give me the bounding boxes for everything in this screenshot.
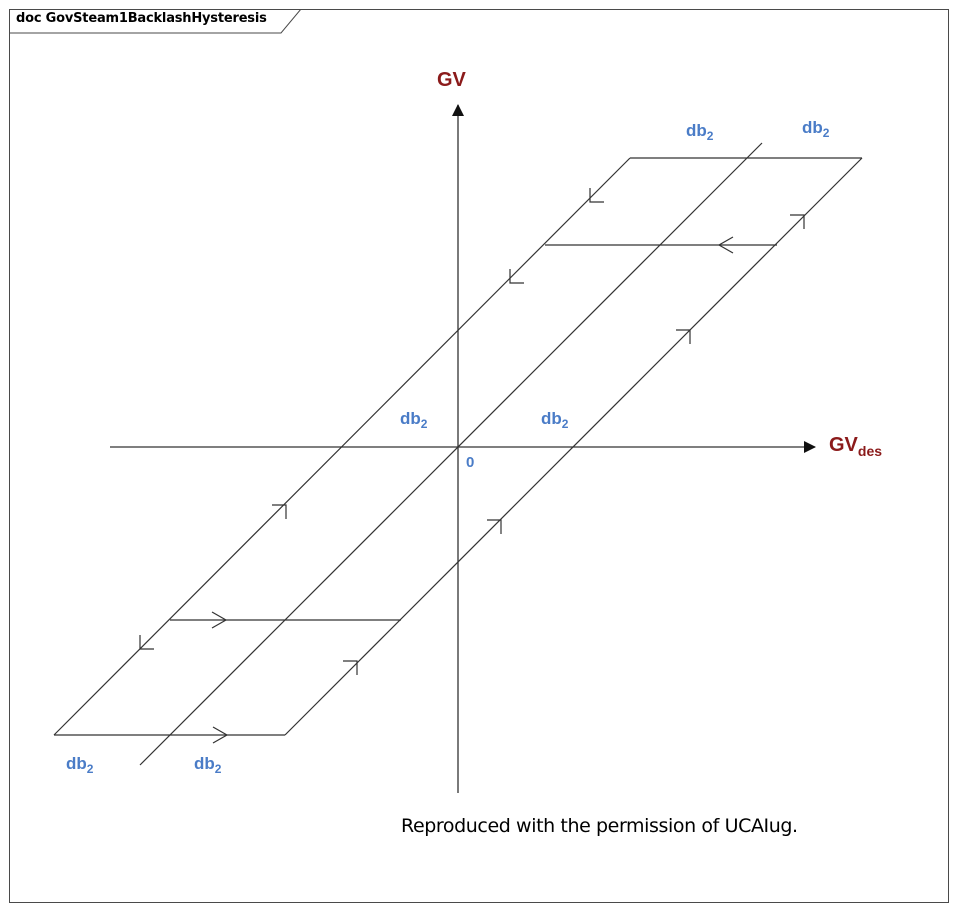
arrow-down-left-icon (589, 188, 604, 203)
db2-label-center-right: db2 (541, 409, 569, 431)
center-diagonal (139, 142, 763, 766)
db2-label-center-left: db2 (400, 409, 428, 431)
x-axis-label-subscript: des (858, 443, 882, 459)
direction-arrows (139, 188, 805, 744)
permission-caption: Reproduced with the permission of UCAIug… (401, 815, 798, 837)
db2-label-bottom-left: db2 (66, 754, 94, 776)
db2-label-top-left: db2 (686, 121, 714, 143)
frame-title-tab (9, 9, 302, 34)
x-axis-label: GVdes (829, 434, 882, 459)
arrow-right-icon (212, 726, 229, 744)
arrow-left-icon (717, 236, 734, 254)
upper-left-diagonal (53, 157, 631, 736)
db2-label-bottom-right: db2 (194, 754, 222, 776)
arrow-down-left-icon (509, 269, 524, 284)
diagram-frame (9, 9, 949, 903)
arrow-up-right-icon (676, 329, 691, 344)
y-axis-label: GV (437, 69, 467, 91)
arrow-down-left-icon (139, 635, 154, 650)
arrow-up-right-icon (790, 214, 805, 229)
arrow-up-right-icon (272, 504, 287, 519)
x-axis-label-main: GV (829, 434, 859, 456)
lower-right-diagonal (284, 157, 863, 736)
frame-title: doc GovSteam1BacklashHysteresis (16, 11, 267, 26)
arrow-up-right-icon (343, 660, 358, 675)
arrow-up-right-icon (487, 519, 502, 534)
arrow-right-icon (211, 611, 228, 629)
db2-label-top-right: db2 (802, 118, 830, 140)
origin-label: 0 (466, 454, 474, 471)
